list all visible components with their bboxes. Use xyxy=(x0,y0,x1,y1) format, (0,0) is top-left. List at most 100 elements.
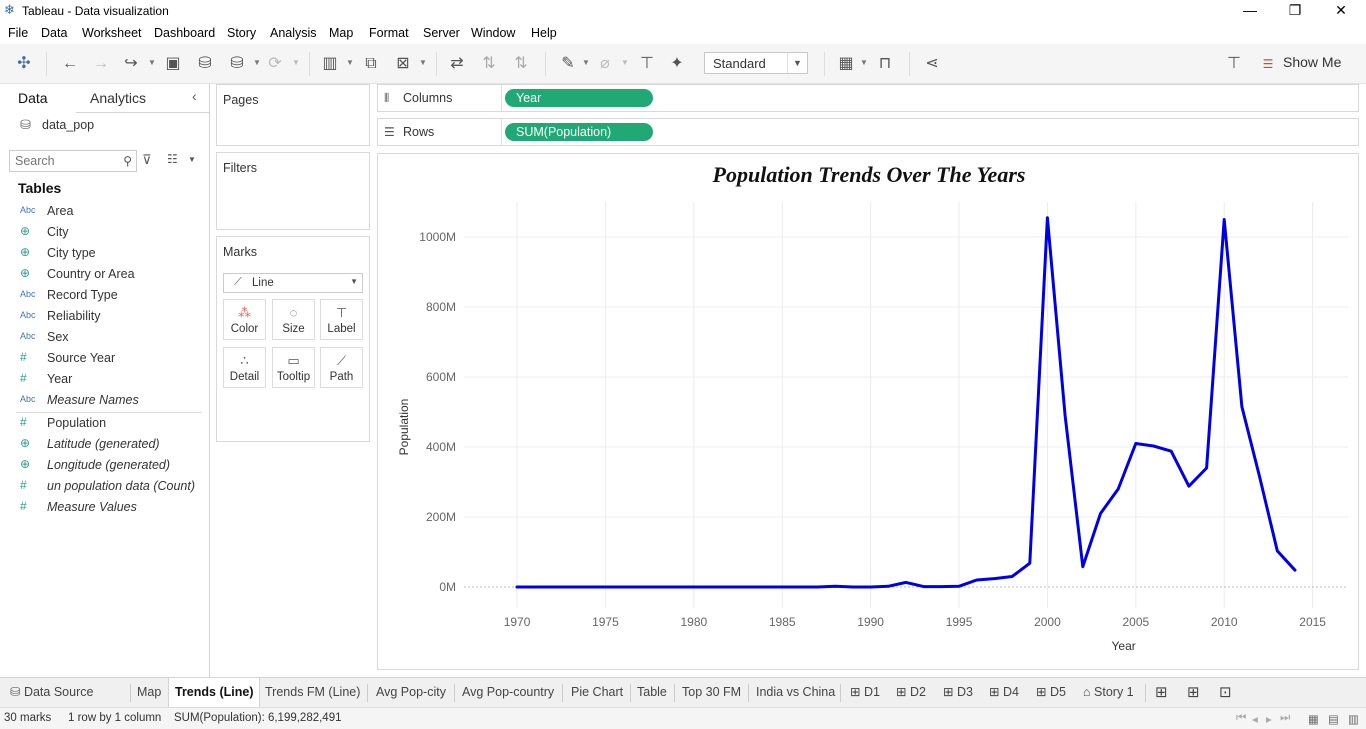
chart-title[interactable]: Population Trends Over The Years xyxy=(712,162,1026,187)
line-chart[interactable]: 0M 200M 400M 600M 800M 1000M 1970 1975 1980 1985 1… xyxy=(378,154,1358,669)
new-worksheet-icon[interactable]: ⊞ xyxy=(1155,684,1168,701)
pause-updates-icon[interactable]: ⛁ xyxy=(230,55,244,72)
show-labels-icon[interactable]: ⊤ xyxy=(640,55,654,72)
swap-rows-columns-icon[interactable]: ⇄ xyxy=(450,55,464,72)
field-item[interactable]: Abc Measure Names xyxy=(0,390,210,411)
last-sheet-icon[interactable]: ⏭ xyxy=(1280,712,1291,724)
grid-view-icon[interactable]: ▦ xyxy=(1308,714,1319,726)
highlight-icon[interactable]: ✎ xyxy=(561,55,575,72)
field-item[interactable]: # un population data (Count) xyxy=(0,476,210,497)
collapse-pane-icon[interactable]: ‹ xyxy=(192,88,197,104)
chevron-down-icon[interactable]: ▼ xyxy=(346,58,354,67)
dashboard-tab-d4[interactable]: ⊞ D4 xyxy=(989,678,1019,707)
tab-data[interactable]: Data xyxy=(18,90,48,106)
field-item[interactable]: ⊕ Country or Area xyxy=(0,264,210,285)
restore-button[interactable]: ❐ xyxy=(1288,2,1302,18)
field-item[interactable]: # Measure Values xyxy=(0,497,210,518)
menu-worksheet[interactable]: Worksheet xyxy=(82,26,142,40)
first-sheet-icon[interactable]: ⏮ xyxy=(1236,712,1247,724)
field-item[interactable]: Abc Sex xyxy=(0,327,210,348)
filters-card[interactable]: Filters xyxy=(216,152,370,230)
field-item[interactable]: # Source Year xyxy=(0,348,210,369)
sort-ascending-icon[interactable]: ⇅ xyxy=(482,55,496,72)
menu-analysis[interactable]: Analysis xyxy=(270,26,317,40)
format-painter-icon[interactable]: ⊤ xyxy=(1227,55,1241,72)
fit-select[interactable]: Standard ▼ xyxy=(704,52,808,74)
redo-icon[interactable]: → xyxy=(93,55,109,72)
pages-card[interactable]: Pages xyxy=(216,84,370,146)
new-worksheet-icon[interactable]: ▥ xyxy=(322,55,338,72)
clear-sheet-icon[interactable]: ⊠ xyxy=(396,55,410,72)
share-icon[interactable]: ⋖ xyxy=(925,55,939,72)
mark-type-select[interactable]: ⟋ Line ▼ xyxy=(223,273,363,293)
filter-icon[interactable]: ⊽ xyxy=(142,152,152,167)
field-item[interactable]: Abc Record Type xyxy=(0,285,210,306)
field-item[interactable]: ⊕ Latitude (generated) xyxy=(0,434,210,455)
menu-format[interactable]: Format xyxy=(369,26,409,40)
menu-window[interactable]: Window xyxy=(471,26,516,40)
dashboard-tab-d2[interactable]: ⊞ D2 xyxy=(896,678,926,707)
chevron-down-icon[interactable]: ▼ xyxy=(148,58,156,67)
new-datasource-icon[interactable]: ⛁ xyxy=(198,55,212,72)
field-item[interactable]: # Year xyxy=(0,369,210,390)
menu-dashboard[interactable]: Dashboard xyxy=(154,26,216,40)
sheet-tab-top-30-fm[interactable]: Top 30 FM xyxy=(682,685,742,699)
save-icon[interactable]: ▣ xyxy=(165,55,181,72)
refresh-icon[interactable]: ⟳ xyxy=(268,55,282,72)
menu-file[interactable]: File xyxy=(8,26,29,40)
tooltip-button[interactable]: ▭ Tooltip xyxy=(272,347,315,388)
show-cards-icon[interactable]: ▦ xyxy=(838,55,854,72)
size-button[interactable]: ◌ Size xyxy=(272,299,315,340)
list-view-icon[interactable]: ▤ xyxy=(1328,714,1339,726)
view-options-icon[interactable]: ☷ xyxy=(167,152,178,166)
prev-sheet-icon[interactable]: ◂ xyxy=(1252,714,1258,726)
chevron-down-icon[interactable]: ▼ xyxy=(860,58,868,67)
data-source-tab[interactable]: ⛁ Data Source xyxy=(10,678,93,707)
color-button[interactable]: ⁂ Color xyxy=(223,299,266,340)
story-tab-story-1[interactable]: ⌂ Story 1 xyxy=(1083,678,1134,707)
replay-icon[interactable]: ↪ xyxy=(124,55,138,72)
field-item[interactable]: ⊕ City type xyxy=(0,243,210,264)
chevron-down-icon[interactable]: ▼ xyxy=(621,58,629,67)
filmstrip-view-icon[interactable]: ▥ xyxy=(1348,714,1359,726)
field-item[interactable]: Abc Reliability xyxy=(0,306,210,327)
sheet-tab-trends-fm-line[interactable]: Trends FM (Line) xyxy=(265,685,361,699)
close-button[interactable]: ✕ xyxy=(1335,2,1347,18)
group-icon[interactable]: ⌀ xyxy=(600,55,610,72)
field-item[interactable]: ⊕ City xyxy=(0,222,210,243)
chevron-down-icon[interactable]: ▼ xyxy=(582,58,590,67)
new-story-icon[interactable]: ⊡ xyxy=(1219,684,1232,701)
menu-server[interactable]: Server xyxy=(423,26,460,40)
columns-pill-year[interactable]: Year xyxy=(505,89,653,107)
chevron-down-icon[interactable]: ▼ xyxy=(419,58,427,67)
tableau-home-icon[interactable]: ✣ xyxy=(17,55,31,72)
detail-button[interactable]: ∴ Detail xyxy=(223,347,266,388)
sheet-tab-table[interactable]: Table xyxy=(637,685,667,699)
duplicate-sheet-icon[interactable]: ⧉ xyxy=(365,55,377,72)
path-button[interactable]: ⟋ Path xyxy=(320,347,363,388)
sheet-tab-avg-pop-country[interactable]: Avg Pop-country xyxy=(462,685,555,699)
sheet-tab-pie-chart[interactable]: Pie Chart xyxy=(571,685,624,699)
undo-icon[interactable]: ← xyxy=(62,55,78,72)
tab-analytics[interactable]: Analytics xyxy=(90,90,147,106)
presentation-mode-icon[interactable]: ⊓ xyxy=(878,55,892,72)
sheet-tab-trends-line[interactable]: Trends (Line) xyxy=(168,678,261,707)
field-item[interactable]: # Population xyxy=(0,413,210,434)
sheet-tab-india-vs-china[interactable]: India vs China xyxy=(756,685,836,699)
field-search-box[interactable]: ⚲ xyxy=(9,150,137,172)
menu-map[interactable]: Map xyxy=(329,26,354,40)
datasource-name[interactable]: data_pop xyxy=(42,118,95,132)
show-me-button[interactable]: Show Me xyxy=(1283,54,1342,70)
sheet-tab-avg-pop-city[interactable]: Avg Pop-city xyxy=(376,685,446,699)
rows-shelf[interactable]: ☰ Rows SUM(Population) xyxy=(377,118,1359,146)
chevron-down-icon[interactable]: ▼ xyxy=(292,58,300,67)
new-dashboard-icon[interactable]: ⊞ xyxy=(1187,684,1200,701)
dashboard-tab-d1[interactable]: ⊞ D1 xyxy=(850,678,880,707)
label-button[interactable]: ⊤ Label xyxy=(320,299,363,340)
field-item[interactable]: Abc Area xyxy=(0,201,210,222)
menu-story[interactable]: Story xyxy=(227,26,257,40)
pin-icon[interactable]: ✦ xyxy=(670,55,684,72)
search-input[interactable] xyxy=(15,152,115,170)
sort-descending-icon[interactable]: ⇅ xyxy=(514,55,528,72)
dashboard-tab-d5[interactable]: ⊞ D5 xyxy=(1036,678,1066,707)
